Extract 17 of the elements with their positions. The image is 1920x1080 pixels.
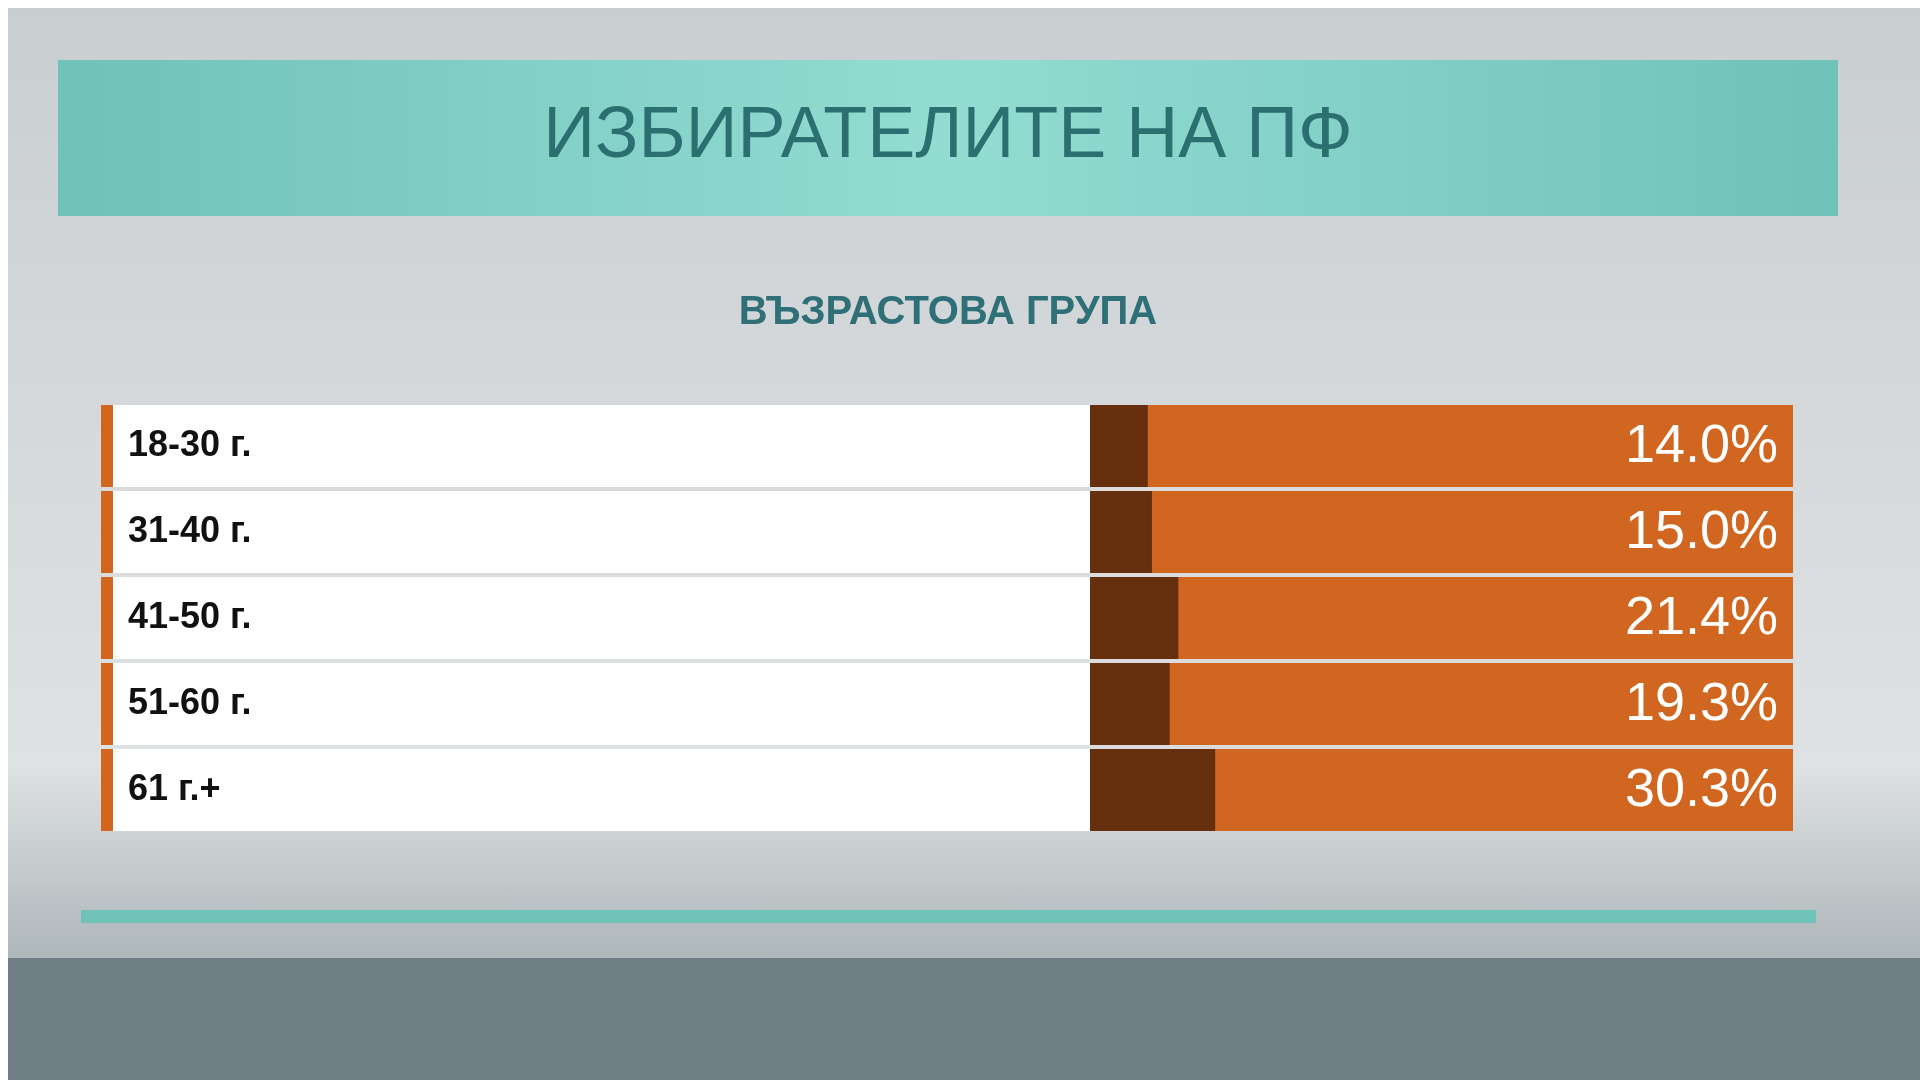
data-label: 21.4% — [1624, 585, 1778, 646]
y-tick-label: 51-60 г. — [128, 680, 252, 722]
bar — [1090, 663, 1170, 745]
chart-title: ИЗБИРАТЕЛИТЕ НА ПФ — [543, 92, 1353, 173]
bar — [1090, 405, 1148, 487]
bar — [1090, 749, 1216, 831]
y-tick-label: 18-30 г. — [128, 422, 252, 464]
y-tick-label: 61 г.+ — [128, 766, 221, 808]
bar — [1090, 491, 1152, 573]
bar — [1090, 577, 1179, 659]
data-label: 15.0% — [1624, 499, 1778, 560]
y-tick-label: 41-50 г. — [128, 594, 252, 636]
data-label: 30.3% — [1624, 757, 1778, 818]
data-label: 19.3% — [1624, 671, 1778, 732]
data-label: 14.0% — [1624, 413, 1778, 474]
chart-subtitle: ВЪЗРАСТОВА ГРУПА — [738, 287, 1158, 332]
y-tick-label: 31-40 г. — [128, 508, 252, 550]
